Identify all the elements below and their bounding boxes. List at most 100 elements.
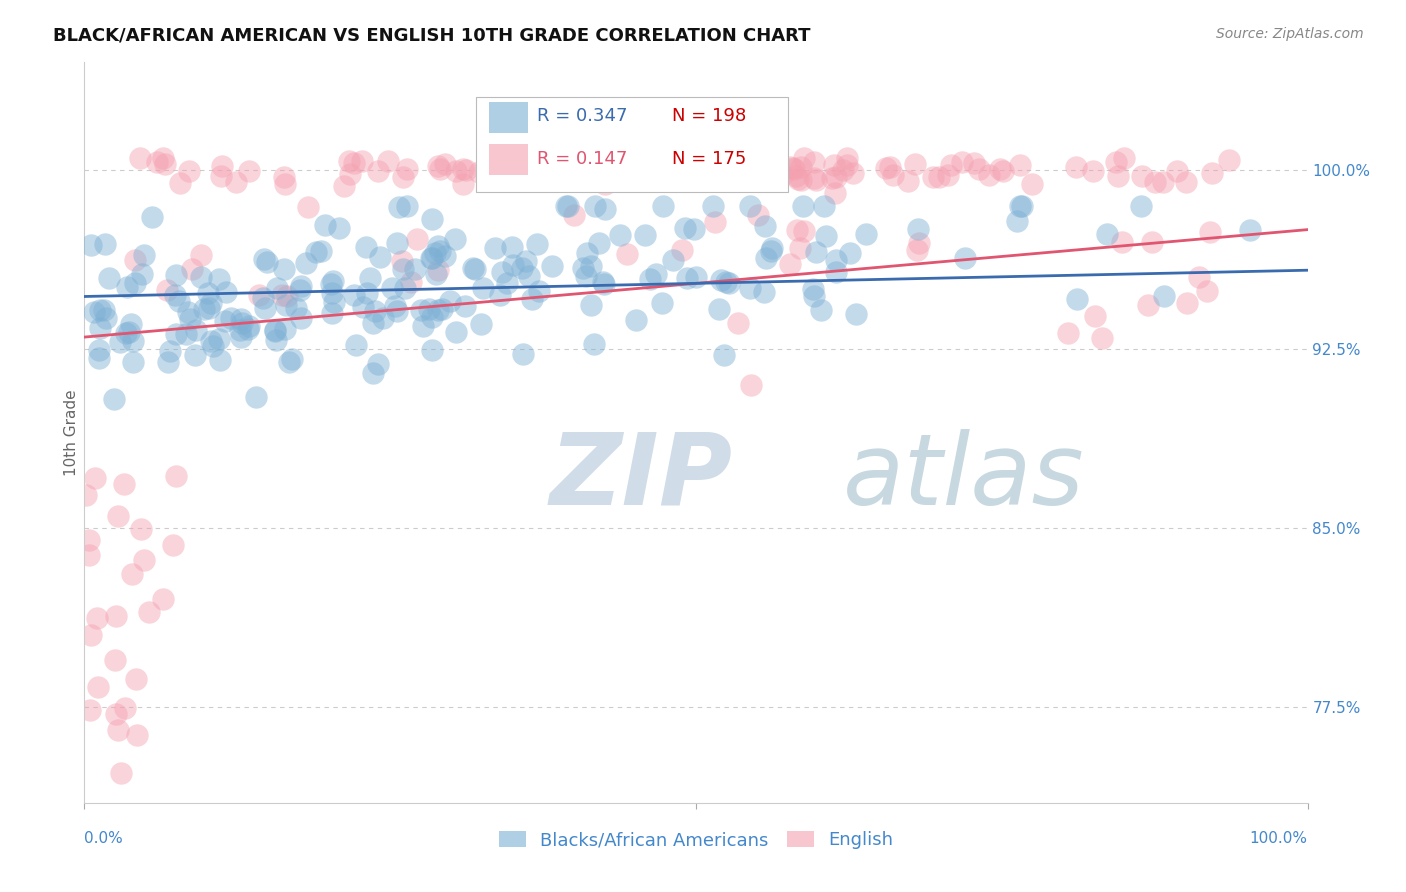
Point [1177,296,1199,310]
Point [107,509,129,524]
Point [477,163,499,178]
Point [664,169,686,183]
Point [527,284,550,298]
Point [574,170,596,185]
Point [575,269,598,284]
Point [1021,178,1043,192]
Text: 0.0%: 0.0% [84,831,124,847]
Point [285,301,308,316]
Point [904,157,927,171]
Point [229,323,252,337]
Point [290,310,312,325]
Point [803,154,825,169]
Point [367,164,389,178]
Point [1011,199,1033,213]
Point [186,322,208,336]
Point [89,343,111,357]
Point [112,477,135,491]
Point [897,174,920,188]
Point [427,263,450,277]
Point [87,351,110,366]
Point [115,279,138,293]
Point [342,288,364,302]
Point [385,235,408,250]
Point [333,179,356,194]
Point [118,325,141,339]
Point [193,302,215,317]
Point [645,167,668,181]
Point [839,246,862,260]
Point [748,159,770,173]
Y-axis label: 10th Grade: 10th Grade [63,389,79,476]
Point [842,166,865,180]
Point [692,158,714,172]
Point [177,164,200,178]
Point [219,310,242,325]
Point [392,261,415,276]
Point [422,310,444,325]
Point [247,288,270,302]
Point [420,251,443,265]
Point [134,247,156,261]
Point [245,390,267,404]
Point [936,168,959,182]
Point [157,355,180,369]
Point [907,221,929,235]
Point [377,153,399,168]
Point [297,200,319,214]
Point [875,161,897,175]
Point [385,303,408,318]
Point [921,169,943,184]
Point [1130,169,1153,184]
Point [710,273,733,287]
Point [87,680,110,694]
Point [682,165,704,179]
Point [1201,166,1223,180]
Point [295,256,318,270]
Point [599,173,621,187]
Point [651,296,673,310]
Point [496,276,519,290]
Point [740,377,762,392]
Point [96,310,118,325]
Point [510,260,533,275]
Point [264,323,287,337]
Point [321,306,343,320]
Point [404,261,426,276]
Point [167,294,190,309]
Point [593,178,616,192]
Point [124,276,146,290]
Point [1084,309,1107,323]
Point [463,260,485,275]
Point [467,165,489,179]
Point [588,236,610,251]
Point [988,162,1011,177]
FancyBboxPatch shape [475,97,787,192]
Point [785,169,807,183]
Point [180,261,202,276]
Point [675,160,697,174]
Point [813,199,835,213]
Point [197,286,219,301]
Point [211,159,233,173]
Text: N = 175: N = 175 [672,150,745,168]
Point [695,168,717,182]
Point [825,169,848,184]
Point [835,151,858,165]
Point [825,253,848,268]
Point [1144,175,1167,189]
Point [928,170,950,185]
Point [953,251,976,265]
Point [718,276,741,290]
Point [169,176,191,190]
Point [939,158,962,172]
Point [391,253,413,268]
Point [1064,160,1087,174]
Point [845,307,868,321]
Point [394,281,416,295]
Point [427,238,450,252]
Point [165,268,187,282]
Point [388,200,411,214]
Point [1197,284,1219,298]
Text: N = 198: N = 198 [672,108,745,126]
